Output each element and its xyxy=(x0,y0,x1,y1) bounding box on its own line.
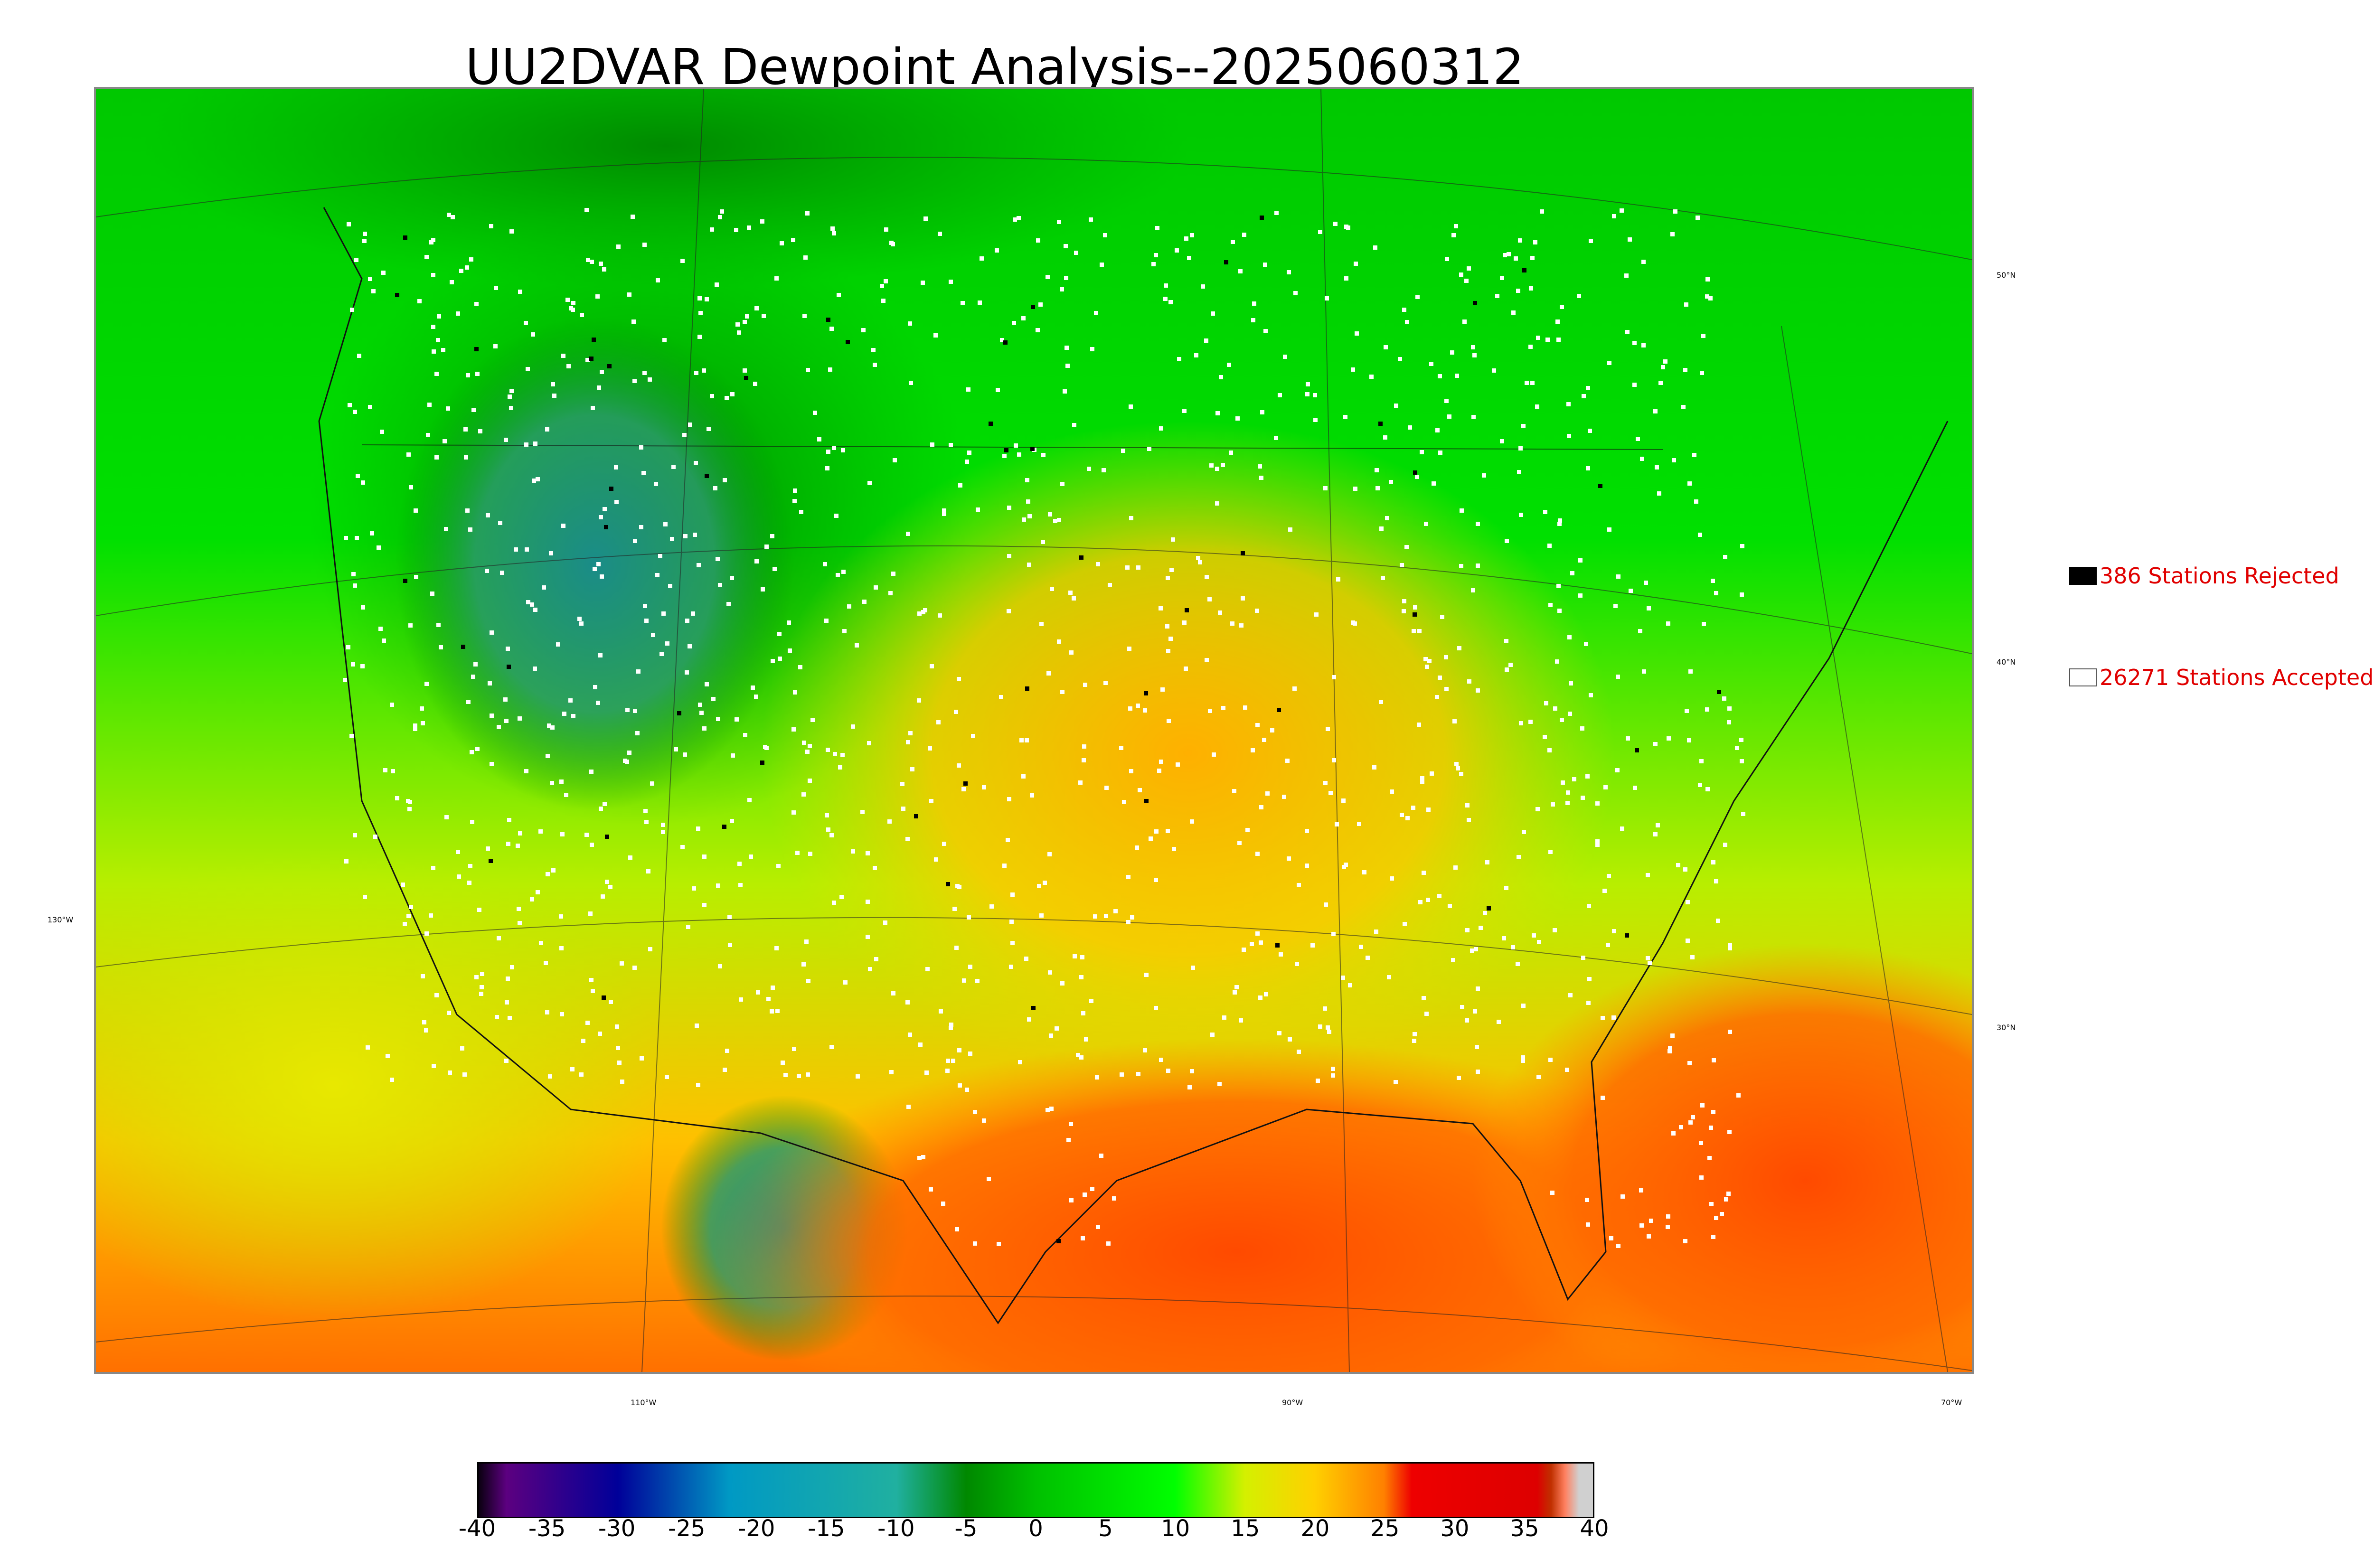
colorbar-tick: -30 xyxy=(598,1515,636,1542)
lat-label-30: 30°N xyxy=(1997,1023,2016,1032)
accepted-label: 26271 Stations Accepted xyxy=(2100,665,2374,690)
lon-label-90: 90°W xyxy=(1282,1398,1303,1407)
lon-label-70: 70°W xyxy=(1941,1398,1962,1407)
lon-label-130: 130°W xyxy=(47,915,74,924)
colorbar-tick: -10 xyxy=(877,1515,915,1542)
colorbar-tick: -40 xyxy=(458,1515,496,1542)
dewpoint-field xyxy=(96,89,1972,1372)
colorbar-tick: 15 xyxy=(1231,1515,1260,1542)
colorbar-tick: 5 xyxy=(1098,1515,1113,1542)
legend-accepted: 26271 Stations Accepted xyxy=(2069,665,2374,690)
map-title: UU2DVAR Dewpoint Analysis--2025060312 xyxy=(465,38,1525,96)
lat-label-50: 50°N xyxy=(1997,271,2016,280)
rejected-label: 386 Stations Rejected xyxy=(2100,563,2339,589)
colorbar-tick: -35 xyxy=(528,1515,566,1542)
colorbar-tick: 0 xyxy=(1028,1515,1043,1542)
colorbar-tick: -5 xyxy=(954,1515,978,1542)
accepted-swatch xyxy=(2069,668,2097,686)
colorbar-tick: -25 xyxy=(668,1515,706,1542)
colorbar-tick: -20 xyxy=(738,1515,775,1542)
legend-rejected: 386 Stations Rejected xyxy=(2069,563,2339,589)
colorbar-tick: 40 xyxy=(1580,1515,1609,1542)
lon-label-110: 110°W xyxy=(631,1398,657,1407)
colorbar-tick: 25 xyxy=(1370,1515,1400,1542)
colorbar-tick: 10 xyxy=(1161,1515,1190,1542)
colorbar-tick: 35 xyxy=(1510,1515,1539,1542)
dewpoint-map xyxy=(94,87,1974,1374)
colorbar xyxy=(477,1462,1594,1518)
rejected-swatch xyxy=(2069,567,2097,585)
colorbar-tick: 30 xyxy=(1440,1515,1470,1542)
colorbar-tick: -15 xyxy=(808,1515,845,1542)
colorbar-tick: 20 xyxy=(1300,1515,1330,1542)
lat-label-40: 40°N xyxy=(1997,657,2016,667)
